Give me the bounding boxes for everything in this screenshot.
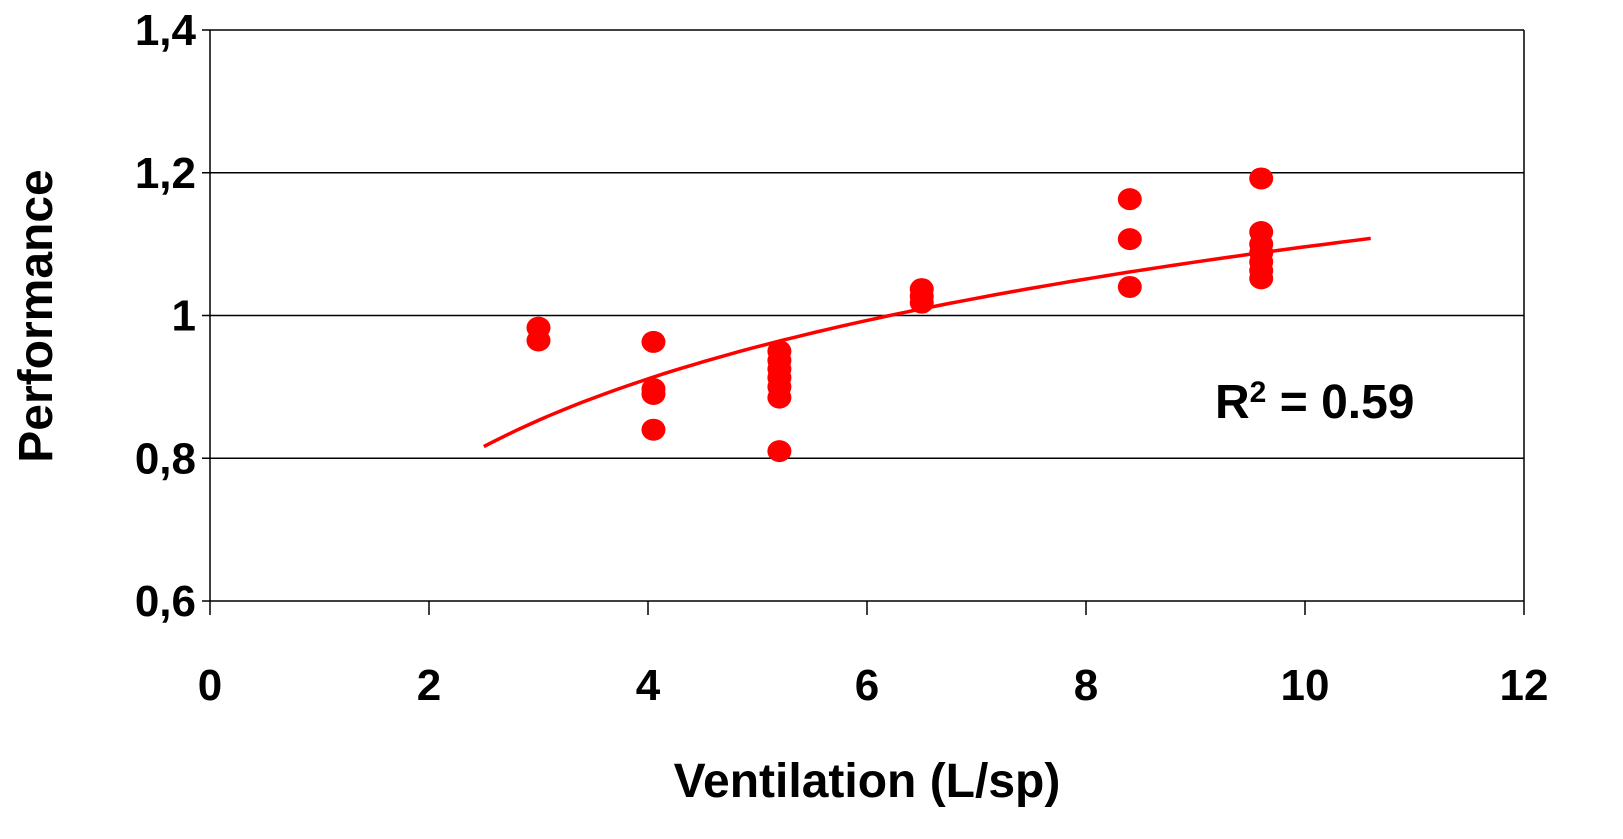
x-tick-label-1: 2 (417, 661, 441, 710)
tick-labels: 0,6 0,8 1 1,2 1,4 0 2 4 6 8 10 12 (135, 6, 1549, 710)
data-point-16 (1118, 188, 1142, 210)
y-tick-label-0: 0,6 (135, 577, 196, 626)
x-tick-label-2: 4 (636, 661, 661, 710)
r2-value: = 0.59 (1266, 376, 1414, 429)
data-point-2 (641, 331, 665, 353)
x-tick-label-3: 6 (855, 661, 879, 710)
y-tick-label-3: 1,2 (135, 149, 196, 198)
data-point-25 (1249, 267, 1273, 289)
data-point-18 (1118, 276, 1142, 298)
x-tick-label-5: 10 (1281, 661, 1330, 710)
data-point-19 (1249, 167, 1273, 189)
gridlines (210, 30, 1524, 601)
data-point-4 (641, 383, 665, 405)
data-point-12 (767, 440, 791, 462)
data-point-15 (910, 292, 934, 314)
data-point-11 (767, 387, 791, 409)
x-axis-title: Ventilation (L/sp) (674, 755, 1061, 808)
r2-annotation: R2 = 0.59 (1215, 376, 1414, 429)
x-tick-label-0: 0 (198, 661, 222, 710)
y-tick-label-1: 0,8 (135, 434, 196, 483)
data-point-17 (1118, 228, 1142, 250)
r2-superscript: 2 (1250, 376, 1267, 409)
x-tick-label-4: 8 (1074, 661, 1098, 710)
y-axis-title: Performance (10, 169, 63, 462)
data-point-5 (641, 419, 665, 441)
x-tick-label-6: 12 (1500, 661, 1549, 710)
data-point-1 (527, 329, 551, 351)
y-tick-label-2: 1 (172, 292, 196, 341)
y-tick-label-4: 1,4 (135, 6, 197, 55)
r2-letter: R (1215, 376, 1250, 429)
